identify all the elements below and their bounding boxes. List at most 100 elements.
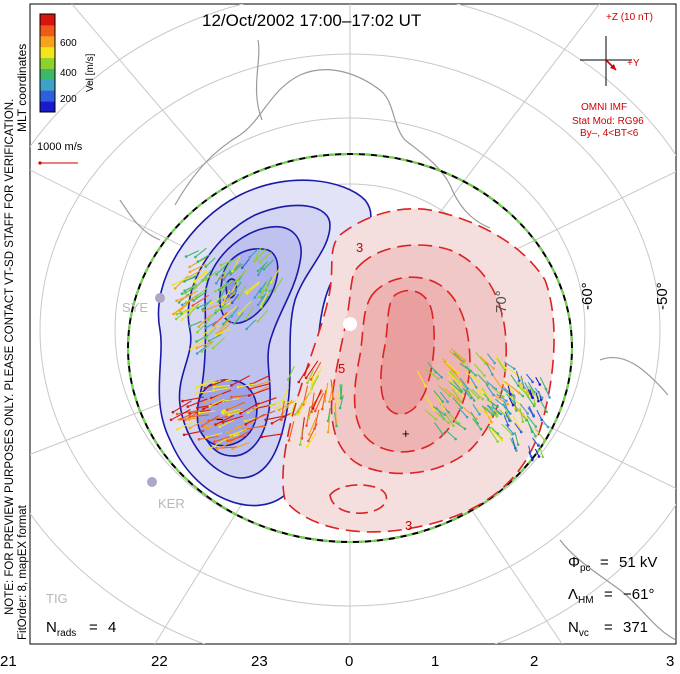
velocity-vector-origin <box>313 409 317 413</box>
velocity-vector <box>232 441 250 450</box>
velocity-vector-origin <box>174 317 178 321</box>
velocity-vector-origin <box>244 317 248 321</box>
magnetic-pole-marker <box>343 317 357 331</box>
fit-order-label: FitOrder: 8, mapEX format <box>17 504 29 640</box>
velocity-vector <box>230 428 247 436</box>
velocity-vector <box>436 412 449 424</box>
velocity-vector <box>327 408 331 421</box>
velocity-vector <box>221 289 231 305</box>
velocity-vector <box>458 407 468 418</box>
velocity-vector <box>534 428 545 441</box>
velocity-vector <box>328 383 334 402</box>
velocity-vector <box>210 294 227 304</box>
velocity-vector <box>215 414 235 426</box>
coordinate-system-label: MLT coordinates <box>15 44 29 132</box>
velocity-vector <box>228 410 245 416</box>
velocity-vector <box>220 259 235 266</box>
velocity-vector-origin <box>226 439 229 443</box>
velocity-vector <box>453 352 463 362</box>
velocity-vector <box>190 338 205 350</box>
velocity-vector <box>488 428 499 442</box>
velocity-vector-origin <box>514 446 517 450</box>
velocity-vector-origin <box>446 400 449 404</box>
velocity-vector <box>196 379 213 389</box>
velocity-vector-origin <box>258 260 262 264</box>
velocity-vector <box>459 378 469 389</box>
velocity-vector-origin <box>537 444 540 447</box>
velocity-vector-origin <box>247 394 251 397</box>
velocity-vector <box>247 403 263 414</box>
velocity-vector <box>424 394 435 411</box>
velocity-vector <box>491 405 502 415</box>
velocity-vector-origin <box>214 333 218 337</box>
velocity-vector <box>483 393 494 405</box>
velocity-vector-origin <box>201 308 204 311</box>
velocity-vector <box>238 300 252 314</box>
velocity-vector-origin <box>463 359 467 362</box>
velocity-vector <box>444 387 459 401</box>
velocity-vector <box>185 283 197 294</box>
velocity-vector <box>209 398 225 407</box>
velocity-vector-origin <box>526 412 529 415</box>
velocity-vector-origin <box>196 306 199 310</box>
velocity-vector-origin <box>177 418 180 421</box>
velocity-vector <box>527 382 535 393</box>
velocity-vector-origin <box>180 292 184 296</box>
colorbar-tick-400: 400 <box>60 68 77 79</box>
velocity-vector-origin <box>537 455 541 458</box>
velocity-vector <box>196 334 209 342</box>
velocity-vector-origin <box>477 380 481 383</box>
velocity-vector <box>442 360 457 374</box>
velocity-vector <box>226 407 245 416</box>
colorbar-segment <box>40 24 55 37</box>
velocity-vector-origin <box>215 281 218 285</box>
velocity-vector <box>535 392 539 402</box>
velocity-vector <box>261 278 269 293</box>
velocity-vector-origin <box>493 361 496 365</box>
velocity-vector <box>214 435 234 443</box>
velocity-vector-origin <box>212 346 215 350</box>
velocity-vector <box>491 373 503 390</box>
velocity-vector <box>321 390 327 410</box>
velocity-vector <box>490 427 503 441</box>
velocity-vector <box>515 370 520 381</box>
velocity-vector-origin <box>518 379 521 383</box>
velocity-vector <box>487 404 500 414</box>
velocity-vector-origin <box>486 383 489 386</box>
velocity-vector-origin <box>515 449 518 452</box>
velocity-vector-origin <box>479 427 483 431</box>
velocity-vector <box>189 414 209 418</box>
velocity-vector-origin <box>259 305 263 308</box>
velocity-vector-origin <box>180 318 184 322</box>
velocity-vector <box>222 398 240 402</box>
velocity-vector-origin <box>530 396 534 399</box>
velocity-vector <box>259 251 272 263</box>
velocity-vector <box>193 291 206 301</box>
n-vc-symbol: Nvc <box>568 619 589 639</box>
velocity-vector <box>196 321 209 333</box>
velocity-vector-origin <box>537 399 540 403</box>
velocity-vector-origin <box>481 397 485 401</box>
velocity-vector-origin <box>202 332 206 336</box>
velocity-vector-origin <box>214 423 217 426</box>
velocity-vector <box>217 440 235 450</box>
velocity-vector <box>280 400 285 420</box>
velocity-vector <box>453 421 466 430</box>
velocity-vector <box>223 408 241 414</box>
velocity-vector <box>223 260 231 274</box>
velocity-vector-origin <box>443 413 447 416</box>
velocity-vector-origin <box>459 382 462 386</box>
contour-label-dawn-inner: 5 <box>338 361 345 376</box>
velocity-vector-origin <box>496 405 499 409</box>
station-marker-ker <box>147 477 157 487</box>
velocity-vector <box>527 389 533 398</box>
velocity-vector <box>486 363 493 375</box>
velocity-vector-origin <box>195 352 199 355</box>
velocity-vector <box>197 403 219 409</box>
velocity-vector <box>249 248 259 258</box>
velocity-vector-origin <box>226 431 229 434</box>
mlt-label-1: 1 <box>431 653 439 670</box>
velocity-vector-origin <box>540 396 544 400</box>
velocity-vector <box>198 314 212 328</box>
velocity-vector <box>492 393 509 405</box>
